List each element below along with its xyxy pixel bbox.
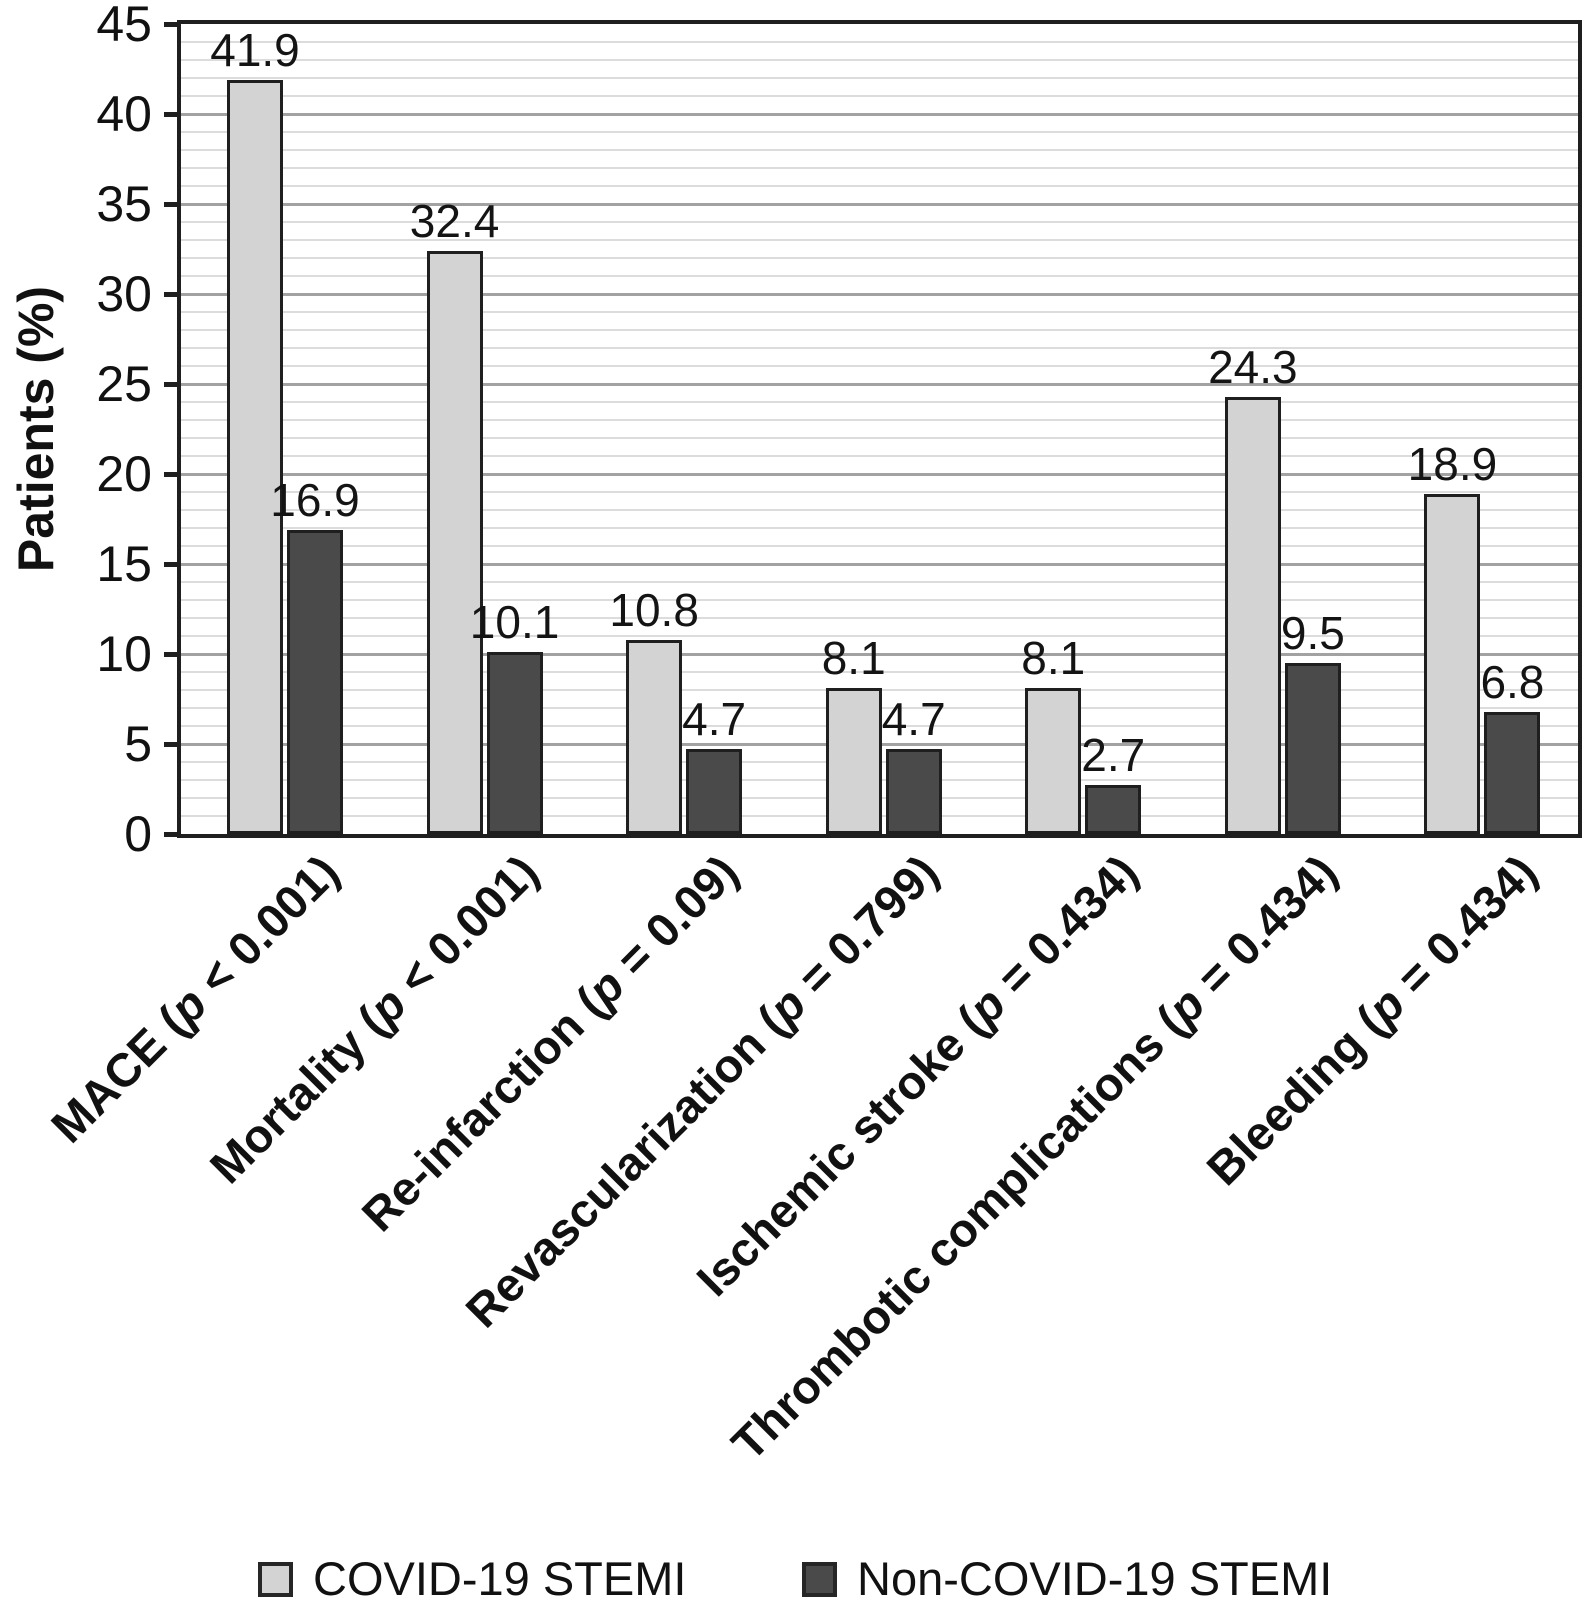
x-category-label: Re-infarction (p = 0.09): [351, 844, 749, 1242]
minor-gridline: [181, 347, 1578, 349]
plot-area: 41.9 16.9 32.4 10.1 10.8 4.7 8.1 4.7 8.1 2.7 24.3 9…: [177, 20, 1582, 838]
y-tick-label: 40: [96, 86, 152, 142]
bar-covid-group-1: [227, 79, 283, 834]
y-tick-mark: [164, 651, 181, 657]
minor-gridline: [181, 221, 1578, 223]
y-tick-mark: [164, 291, 181, 297]
bar-value-label: 41.9: [210, 23, 300, 76]
legend-swatch-covid-stemi: [258, 1561, 293, 1597]
bar-value-label: 18.9: [1407, 437, 1498, 490]
bar-non-covid-group-2: [486, 652, 543, 834]
minor-gridline: [181, 401, 1578, 403]
bar-non-covid-group-4: [885, 749, 942, 834]
minor-gridline: [181, 239, 1578, 241]
bar-non-covid-group-1: [287, 529, 343, 834]
major-gridline: [181, 472, 1578, 476]
y-tick-label: 0: [124, 806, 152, 862]
minor-gridline: [181, 77, 1578, 79]
bar-value-label: 4.7: [682, 693, 747, 746]
minor-gridline: [181, 617, 1578, 619]
bar-value-label: 24.3: [1208, 340, 1298, 393]
bar-value-label: 8.1: [821, 632, 886, 685]
minor-gridline: [181, 599, 1578, 601]
minor-gridline: [181, 311, 1578, 313]
minor-gridline: [181, 635, 1578, 637]
minor-gridline: [181, 185, 1578, 187]
minor-gridline: [181, 41, 1578, 43]
y-tick-label: 10: [96, 626, 152, 682]
bar-value-label: 16.9: [270, 473, 360, 526]
bar-non-covid-group-3: [686, 749, 743, 834]
bar-value-label: 10.1: [469, 596, 560, 649]
minor-gridline: [181, 149, 1578, 151]
legend-label-covid-stemi: COVID-19 STEMI: [313, 1552, 687, 1605]
y-tick-mark: [164, 561, 181, 567]
bar-covid-group-7: [1424, 493, 1481, 834]
minor-gridline: [181, 59, 1578, 61]
y-tick-mark: [164, 741, 181, 747]
y-tick-label: 15: [96, 536, 152, 592]
major-gridline: [181, 202, 1578, 206]
y-tick-label: 45: [96, 0, 152, 52]
bar-value-label: 2.7: [1081, 729, 1146, 782]
major-gridline: [181, 562, 1578, 566]
minor-gridline: [181, 581, 1578, 583]
bar-non-covid-group-6: [1284, 663, 1341, 834]
minor-gridline: [181, 95, 1578, 97]
bar-value-label: 32.4: [409, 194, 500, 247]
x-category-label: Bleeding (p = 0.434): [1195, 844, 1547, 1196]
bar-value-label: 9.5: [1280, 607, 1345, 659]
minor-gridline: [181, 491, 1578, 493]
bar-covid-group-5: [1025, 688, 1082, 834]
y-tick-label: 25: [96, 356, 152, 412]
legend-item-covid-stemi: COVID-19 STEMI: [258, 1552, 686, 1606]
minor-gridline: [181, 419, 1578, 421]
bar-covid-group-3: [626, 639, 683, 834]
x-category-label: Mortality (p < 0.001): [199, 844, 549, 1194]
legend-swatch-non-covid-stemi: [802, 1561, 837, 1597]
y-tick-label: 20: [96, 446, 152, 502]
minor-gridline: [181, 671, 1578, 673]
y-tick-mark: [164, 381, 181, 387]
bar-value-label: 10.8: [609, 583, 699, 636]
minor-gridline: [181, 257, 1578, 259]
legend-label-non-covid-stemi: Non-COVID-19 STEMI: [857, 1552, 1333, 1605]
y-tick-label: 35: [96, 176, 152, 232]
minor-gridline: [181, 545, 1578, 547]
legend: COVID-19 STEMI Non-COVID-19 STEMI: [0, 1552, 1585, 1606]
minor-gridline: [181, 365, 1578, 367]
major-gridline: [181, 292, 1578, 296]
minor-gridline: [181, 509, 1578, 511]
bar-value-label: 6.8: [1480, 655, 1545, 708]
y-tick-mark: [164, 21, 181, 27]
major-gridline: [181, 382, 1578, 386]
minor-gridline: [181, 131, 1578, 133]
y-tick-mark: [164, 201, 181, 207]
minor-gridline: [181, 275, 1578, 277]
minor-gridline: [181, 167, 1578, 169]
bar-non-covid-group-7: [1484, 711, 1541, 834]
y-tick-mark: [164, 111, 181, 117]
legend-item-non-covid-stemi: Non-COVID-19 STEMI: [802, 1552, 1332, 1606]
bar-non-covid-group-5: [1085, 785, 1142, 834]
y-tick-label: 5: [124, 716, 152, 772]
major-gridline: [181, 652, 1578, 656]
bar-covid-group-2: [426, 250, 483, 834]
bar-covid-group-6: [1224, 396, 1281, 834]
minor-gridline: [181, 437, 1578, 439]
y-axis-title: Patients (%): [8, 285, 64, 573]
y-tick-mark: [164, 471, 181, 477]
bar-value-label: 8.1: [1021, 632, 1086, 685]
bar-covid-group-4: [825, 688, 882, 834]
minor-gridline: [181, 455, 1578, 457]
minor-gridline: [181, 329, 1578, 331]
major-gridline: [181, 112, 1578, 116]
y-tick-mark: [164, 831, 181, 837]
bar-value-label: 4.7: [881, 693, 946, 746]
minor-gridline: [181, 527, 1578, 529]
y-tick-label: 30: [96, 266, 152, 322]
